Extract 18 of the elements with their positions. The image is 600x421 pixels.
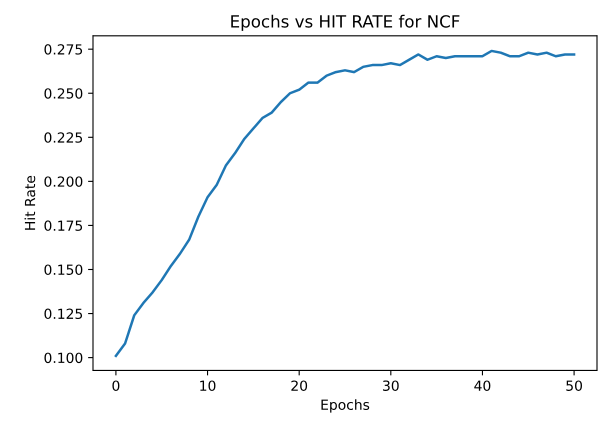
x-tick-label: 10 — [200, 380, 216, 391]
y-tick-label: 0.225 — [44, 132, 82, 143]
y-axis-title: Hit Rate — [24, 176, 36, 230]
x-tick-label: 30 — [383, 380, 399, 391]
x-tick-label: 0 — [112, 380, 120, 391]
x-tick-label: 40 — [474, 380, 490, 391]
y-tick-label: 0.175 — [44, 220, 82, 231]
line-series — [114, 50, 576, 358]
x-axis-title: Epochs — [321, 399, 370, 413]
y-tick-label: 0.200 — [44, 176, 82, 187]
x-tick-label: 50 — [566, 380, 582, 391]
y-tick-label: 0.275 — [44, 44, 82, 55]
chart-title: Epochs vs HIT RATE for NCF — [231, 14, 460, 31]
y-tick-label: 0.250 — [44, 88, 82, 99]
y-tick-label: 0.125 — [44, 308, 82, 320]
y-tick-label: 0.150 — [44, 264, 82, 275]
x-tick-label: 20 — [291, 380, 308, 391]
y-tick-label: 0.100 — [44, 352, 82, 364]
